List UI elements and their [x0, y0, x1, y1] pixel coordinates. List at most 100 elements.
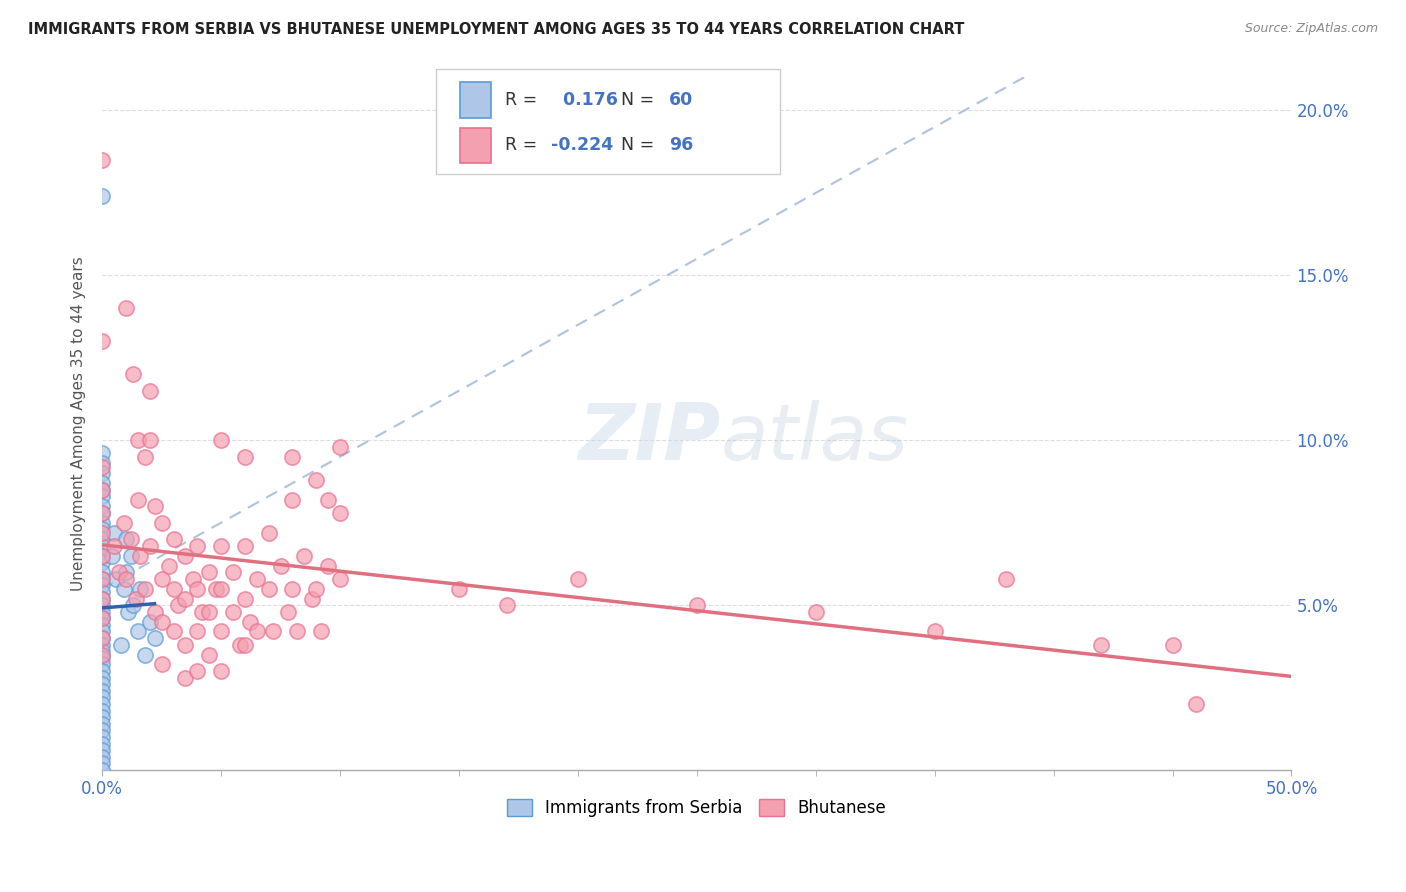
Point	[209, 624, 232, 639]
Point	[285, 624, 308, 639]
Point	[329, 572, 352, 586]
Point	[91, 743, 114, 757]
Point	[91, 483, 114, 497]
Point	[91, 506, 114, 520]
Point	[1090, 638, 1112, 652]
Point	[139, 434, 162, 448]
Point	[229, 638, 252, 652]
Point	[157, 558, 180, 573]
Point	[329, 440, 352, 454]
Point	[150, 615, 173, 629]
Text: R =: R =	[505, 136, 543, 154]
Point	[91, 644, 114, 658]
Point	[91, 506, 114, 520]
Point	[91, 710, 114, 724]
Point	[91, 697, 114, 711]
Point	[115, 532, 138, 546]
Text: N =: N =	[610, 91, 659, 109]
Point	[91, 522, 114, 536]
Point	[91, 611, 114, 625]
Point	[233, 450, 256, 464]
Point	[91, 648, 114, 662]
Point	[262, 624, 284, 639]
Point	[309, 624, 332, 639]
Point	[91, 555, 114, 569]
Point	[122, 368, 145, 382]
Point	[270, 558, 292, 573]
Point	[129, 549, 152, 563]
Point	[91, 189, 114, 203]
Point	[150, 516, 173, 530]
Point	[91, 466, 114, 480]
Point	[198, 648, 221, 662]
Point	[305, 582, 328, 596]
Point	[127, 434, 149, 448]
Point	[91, 459, 114, 474]
Point	[91, 572, 114, 586]
Point	[91, 657, 114, 672]
Point	[91, 704, 114, 718]
Point	[167, 598, 190, 612]
Point	[198, 605, 221, 619]
Point	[186, 539, 208, 553]
Point	[162, 532, 184, 546]
Point	[205, 582, 228, 596]
Point	[122, 598, 145, 612]
Point	[1185, 697, 1208, 711]
Point	[91, 631, 114, 645]
Text: Source: ZipAtlas.com: Source: ZipAtlas.com	[1244, 22, 1378, 36]
Point	[91, 671, 114, 685]
Point	[143, 605, 166, 619]
Point	[124, 591, 146, 606]
Point	[150, 657, 173, 672]
Point	[174, 591, 197, 606]
Point	[281, 492, 304, 507]
Point	[1161, 638, 1184, 652]
Point	[108, 565, 131, 579]
Point	[91, 565, 114, 579]
Point	[91, 153, 114, 167]
Point	[103, 525, 125, 540]
Point	[134, 648, 156, 662]
Point	[447, 582, 470, 596]
Point	[162, 582, 184, 596]
Point	[134, 450, 156, 464]
Point	[91, 631, 114, 645]
Point	[239, 615, 262, 629]
Point	[91, 489, 114, 503]
Point	[91, 549, 114, 563]
Point	[281, 582, 304, 596]
Point	[110, 638, 132, 652]
Point	[567, 572, 589, 586]
Point	[316, 558, 339, 573]
Point	[139, 539, 162, 553]
Point	[91, 664, 114, 678]
Point	[186, 624, 208, 639]
Point	[316, 492, 339, 507]
Point	[91, 683, 114, 698]
Point	[91, 605, 114, 619]
Point	[134, 582, 156, 596]
Point	[186, 582, 208, 596]
Point	[162, 624, 184, 639]
Text: 96: 96	[669, 136, 693, 154]
Point	[120, 532, 142, 546]
Point	[115, 301, 138, 316]
Point	[91, 591, 114, 606]
Point	[91, 716, 114, 731]
Point	[100, 549, 122, 563]
Point	[281, 450, 304, 464]
Y-axis label: Unemployment Among Ages 35 to 44 years: Unemployment Among Ages 35 to 44 years	[72, 256, 86, 591]
Point	[91, 516, 114, 530]
Point	[804, 605, 827, 619]
Point	[209, 434, 232, 448]
Point	[105, 572, 128, 586]
Point	[181, 572, 204, 586]
Point	[91, 749, 114, 764]
Point	[186, 664, 208, 678]
Point	[91, 591, 114, 606]
Point	[143, 631, 166, 645]
Point	[112, 582, 135, 596]
Point	[257, 525, 280, 540]
Point	[222, 605, 245, 619]
